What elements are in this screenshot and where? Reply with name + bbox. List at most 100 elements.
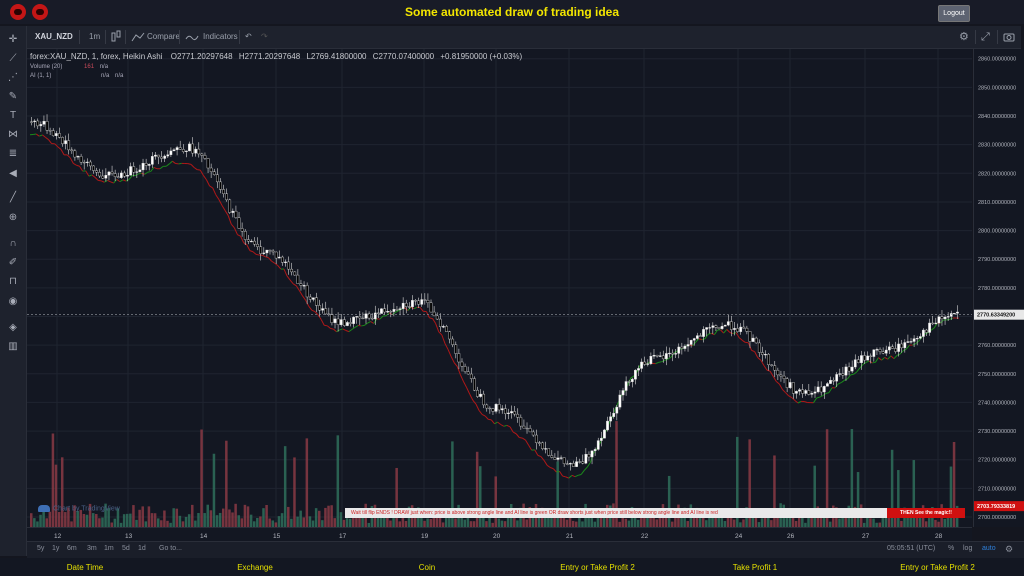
fullscreen-icon[interactable]: ⤢ [981, 31, 990, 43]
price-tick-label: 2850.00000000 [978, 85, 1016, 91]
volume-bar [525, 519, 528, 527]
range-button-5d[interactable]: 5d [122, 545, 130, 552]
ai-line-segment [324, 324, 328, 327]
forecast-icon[interactable]: ≣ [8, 148, 18, 159]
volume-bar [262, 508, 265, 527]
candle-body [240, 228, 244, 232]
ai-line-segment [568, 474, 573, 479]
volume-bar [36, 521, 39, 527]
bottom-settings-icon[interactable]: ⚙ [1005, 544, 1014, 554]
candle-body [318, 305, 321, 311]
volume-bar [107, 508, 110, 527]
lock-icon[interactable]: ⊓ [9, 276, 17, 287]
volume-bar [794, 520, 798, 527]
volume-bar [317, 510, 321, 527]
time-scale-labels: 12 13 14 15 17 19 20 21 22 24 26 27 28 [54, 533, 943, 540]
undo-icon[interactable]: ↶ [245, 32, 252, 41]
ruler-icon[interactable]: ╱ [9, 192, 17, 203]
logout-button[interactable]: Logout [938, 5, 970, 22]
volume-bar [807, 518, 810, 527]
volume-bar [825, 429, 829, 527]
volume-bar [383, 511, 386, 527]
crosshair-icon[interactable]: ✛ [8, 34, 18, 45]
volume-bar [132, 505, 135, 527]
price-scale[interactable]: 2860.00000000 2850.00000000 2840.00000000 2… [973, 49, 1024, 527]
volume-bar [163, 510, 166, 527]
indicators-button[interactable]: Indicators [203, 32, 238, 41]
ai-line-segment [333, 328, 337, 333]
compare-icon[interactable] [131, 26, 145, 48]
candle-body [761, 352, 764, 355]
range-button-1d[interactable]: 1d [138, 545, 146, 552]
ai-line-segment [580, 470, 585, 475]
range-button-3m[interactable]: 3m [87, 545, 97, 552]
interval-selector[interactable]: 1m [89, 32, 101, 41]
banner-text: Wait till flip ENDS ! DRAW just when: pr… [351, 510, 718, 516]
percent-toggle[interactable]: % [948, 545, 955, 552]
volume-bar [122, 514, 126, 527]
lower-price-label: 2703.79333819 [977, 504, 1015, 510]
candle-body [287, 261, 290, 270]
volume-study-name[interactable]: Volume (20) [30, 64, 63, 70]
magnet-icon[interactable]: ∩ [9, 238, 17, 249]
chart-type-icon[interactable] [111, 26, 121, 48]
ai-study-name[interactable]: AI (1, 1) [30, 73, 52, 79]
candle-body [398, 308, 402, 310]
ai-line-segment [757, 357, 762, 361]
pattern-icon[interactable]: ⋈ [8, 129, 18, 140]
text-tool-icon[interactable]: T [9, 110, 17, 121]
brush-icon[interactable]: ✎ [8, 91, 18, 102]
back-arrow-icon[interactable]: ◀ [9, 168, 17, 179]
tradingview-watermark[interactable]: Chart by TradingView [38, 505, 120, 512]
ai-line-segment [453, 362, 458, 367]
candle-body [457, 353, 461, 363]
ai-line-segment [60, 149, 65, 156]
compare-button[interactable]: Compare [147, 32, 180, 41]
volume-bar [751, 516, 755, 527]
volume-bar [60, 457, 64, 527]
trend-line-icon[interactable]: ⟋ [9, 53, 17, 64]
eye-icon[interactable]: ◉ [8, 296, 18, 307]
symbol-search[interactable]: XAU_NZD [35, 32, 73, 41]
time-scale[interactable]: 12 13 14 15 17 19 20 21 22 24 26 27 28 [27, 527, 972, 542]
candle-body [720, 326, 724, 329]
ai-line-segment [274, 262, 279, 266]
fib-tool-icon[interactable]: ⋰ [8, 72, 18, 83]
range-button-5y[interactable]: 5y [37, 545, 45, 552]
volume-bar [636, 519, 640, 527]
range-button-1m[interactable]: 1m [104, 545, 114, 552]
volume-bar [479, 466, 482, 527]
price-tick-label: 2700.00000000 [978, 515, 1016, 521]
utc-clock[interactable]: 05:05:51 (UTC) [887, 545, 936, 552]
redo-icon[interactable]: ↷ [261, 32, 268, 41]
chart-pane[interactable] [27, 49, 972, 527]
volume-bar [863, 522, 866, 527]
volume-bar [575, 521, 578, 527]
candle-body [395, 309, 399, 311]
price-chart[interactable] [27, 49, 972, 527]
indicators-icon[interactable] [185, 26, 199, 48]
auto-toggle[interactable]: auto [982, 545, 996, 552]
volume-bar [763, 512, 767, 527]
layers-icon[interactable]: ◈ [9, 322, 17, 333]
zoom-in-icon[interactable]: ⊕ [8, 212, 18, 223]
stay-drawing-icon[interactable]: ✐ [8, 257, 18, 268]
candle-body [463, 366, 467, 372]
volume-bar [330, 505, 333, 527]
volume-bar [367, 522, 371, 527]
candle-body [748, 331, 752, 342]
candle-body [73, 150, 77, 158]
candle-body [847, 366, 851, 372]
legend-series-name[interactable]: forex:XAU_NZD, 1, forex, Heikin Ashi [30, 52, 163, 61]
log-toggle[interactable]: log [963, 545, 973, 552]
camera-icon[interactable] [1003, 26, 1015, 48]
volume-bar [160, 520, 163, 527]
goto-button[interactable]: Go to... [159, 545, 182, 552]
candle-body [953, 312, 956, 315]
trash-icon[interactable]: ▥ [8, 341, 18, 352]
ai-line-segment [472, 399, 477, 405]
range-button-6m[interactable]: 6m [67, 545, 77, 552]
settings-icon[interactable]: ⚙ [959, 31, 969, 43]
candle-body [534, 434, 538, 443]
range-button-1y[interactable]: 1y [52, 545, 60, 552]
